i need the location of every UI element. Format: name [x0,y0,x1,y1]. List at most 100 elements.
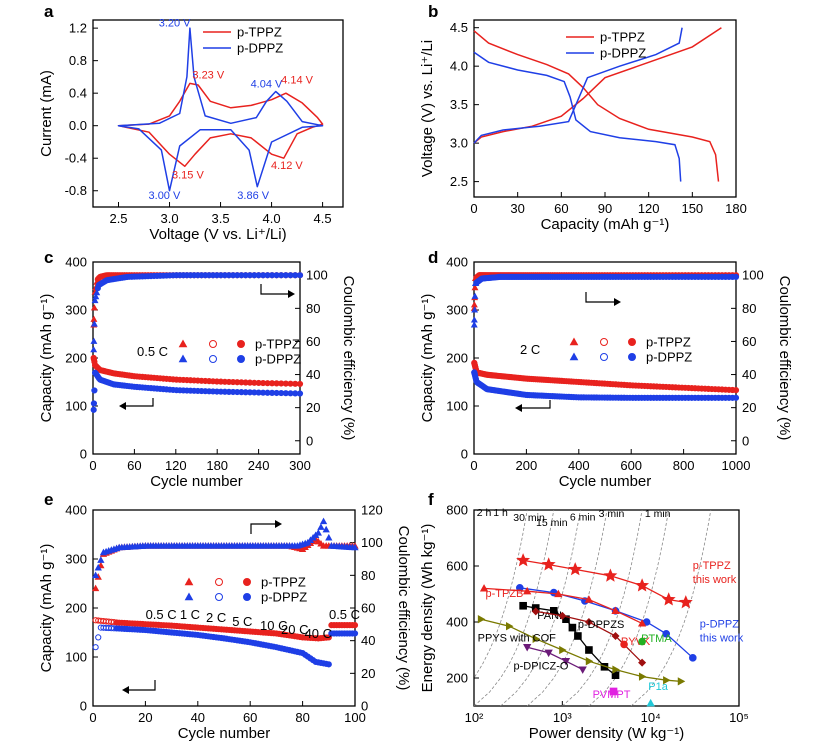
y2-tick-label: 100 [306,268,328,283]
iso-time-line [588,510,670,706]
ragone-point [477,615,486,624]
arrow-head [275,520,282,528]
x-axis-label: Cycle number [150,473,243,490]
series-label: p-TPPZ [693,560,731,572]
x-tick-label: 180 [725,201,747,216]
efficiency-point [92,293,100,300]
efficiency-point [351,543,359,551]
x-axis-label: Capacity (mAh g⁻¹) [541,216,670,233]
y-tick-label: 800 [446,503,468,518]
y-tick-label: 0 [80,447,87,462]
efficiency-point [470,316,478,323]
time-label: 30 min [513,512,545,524]
ragone-point [578,666,587,674]
y-tick-label: 0.8 [69,53,87,68]
ragone-point [638,637,646,646]
panel-letter-c: c [44,248,53,267]
x-axis-label: Voltage (V vs. Li⁺/Li) [149,226,286,243]
series-label: PPYS with COF [478,633,557,645]
y-tick-label: 200 [65,351,87,366]
panel-letter-e: e [44,490,53,509]
y-tick-label: 4.5 [450,20,468,35]
iso-time-line [526,510,608,706]
x-tick-label: 400 [568,458,590,473]
legend-marker [184,592,194,601]
y2-tick-label: 80 [361,568,375,583]
x-tick-label: 150 [681,201,703,216]
efficiency-point [470,321,478,328]
ragone-point [609,687,618,696]
ragone-point [661,592,676,606]
efficiency-point [90,320,98,327]
ragone-point [678,595,693,609]
time-label: 3 min [599,508,625,520]
y-axis-label: Capacity (mAh g⁻¹) [419,294,436,423]
legend-marker [209,355,217,363]
legend-marker [243,593,251,601]
y2-tick-label: 80 [742,301,756,316]
ragone-point [506,622,514,631]
y2-tick-label: 60 [742,334,756,349]
arrow-head [288,290,295,298]
y-tick-label: 300 [65,303,87,318]
ragone-point [584,595,594,603]
panel-b: 0 30 60 90 120 150 180 2.5 3.0 3.5 4.0 4.5 Capacity … [419,19,747,233]
efficiency-point [471,306,479,313]
x-tick-label: 300 [289,458,311,473]
series-label: PVMPT [593,689,631,701]
efficiency-point [471,284,479,291]
rate-label: 10 C [260,618,287,633]
y-tick-label: 400 [65,255,87,270]
x-tick-label: 60 [554,201,568,216]
y2-axis-label: Coulombic efficiency (%) [340,276,357,441]
series-label: p-DPPZ [700,619,739,631]
y-axis-label: Capacity (mAh g⁻¹) [38,544,55,673]
y2-tick-label: 20 [306,400,320,415]
y-tick-label: 100 [65,650,87,665]
y2-tick-label: 40 [306,367,320,382]
rate-label: 5 C [232,614,252,629]
legend-marker [243,578,251,586]
legend-marker [628,338,636,346]
ragone-point [677,677,686,686]
x-tick-label: 0 [89,710,96,725]
capacity-point [325,661,332,668]
x-tick-label: 3.5 [212,211,230,226]
y-tick-label: -0.8 [65,183,87,198]
ragone-point [574,632,582,640]
y-tick-label: 200 [446,671,468,686]
ragone-point [646,698,655,707]
y-tick-label: 1.2 [69,21,87,36]
ragone-point [611,606,620,614]
rate-label: 0.5 C [137,344,168,359]
y2-tick-label: 0 [742,433,749,448]
legend-label: p-DPPZ [261,590,307,605]
x-tick-label: 10³ [553,710,572,725]
x-axis-label: Power density (W kg⁻¹) [529,725,684,742]
legend-marker [215,578,223,586]
y-tick-label: -0.4 [65,151,87,166]
ragone-point [523,586,532,595]
y-tick-label: 300 [446,303,468,318]
y-tick-label: 3.0 [450,136,468,151]
series-label: P1a [648,681,668,693]
y-axis-label: Capacity (mAh g⁻¹) [38,294,55,423]
ragone-point [662,629,671,638]
efficiency-point [91,571,100,579]
arrow-head [122,686,129,694]
iso-time-line [474,510,528,679]
legend-marker [569,337,579,346]
legend-marker [628,353,636,361]
right-axis-arrow [250,523,275,534]
gcd-curve [473,51,682,182]
y-tick-label: 400 [446,255,468,270]
rate-label: 2 C [206,610,226,625]
series-label: PTMA [641,633,672,645]
legend-marker [600,353,608,361]
x-tick-label: 2.5 [109,211,127,226]
legend-marker [184,577,194,586]
ragone-point [638,672,647,681]
legend-marker [209,340,217,348]
